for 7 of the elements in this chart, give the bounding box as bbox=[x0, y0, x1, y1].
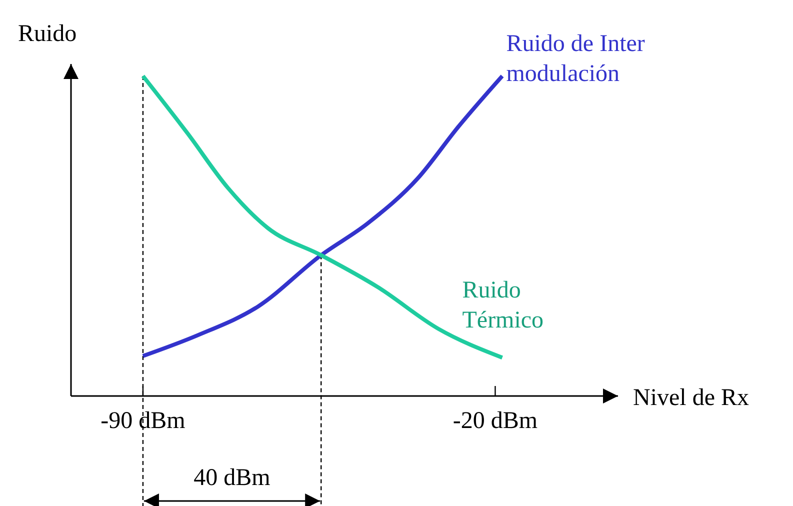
series-label: Ruido de Inter modulación bbox=[506, 31, 645, 87]
x-axis-title: Nivel de Rx bbox=[633, 385, 749, 411]
x-tick-label: -20 dBm bbox=[452, 408, 538, 434]
y-axis-title: Ruido bbox=[18, 21, 77, 47]
series-label: Ruido Térmico bbox=[462, 278, 544, 334]
x-tick-label: -90 dBm bbox=[100, 408, 186, 434]
text: 40 dBm bbox=[194, 465, 271, 491]
